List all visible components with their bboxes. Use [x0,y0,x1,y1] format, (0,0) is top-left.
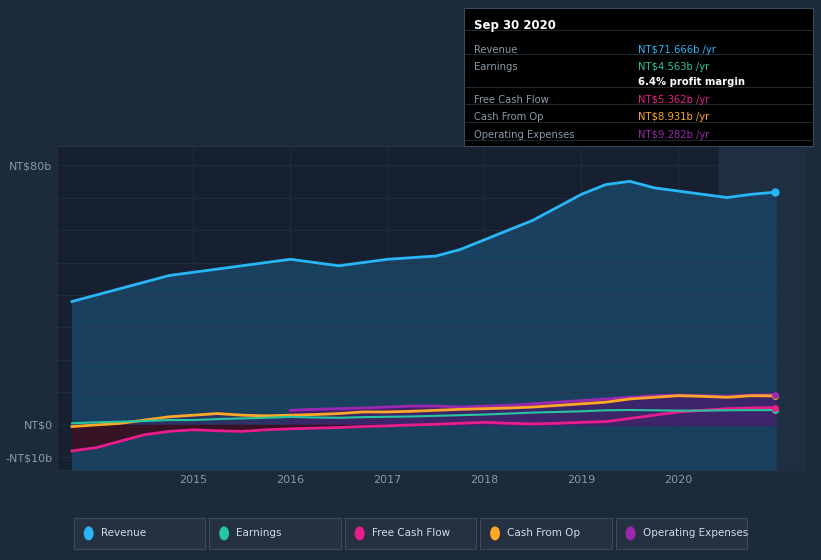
Text: 6.4% profit margin: 6.4% profit margin [639,77,745,87]
Text: NT$8.931b /yr: NT$8.931b /yr [639,112,709,122]
Text: Revenue: Revenue [474,45,517,54]
Bar [719,146,805,470]
Text: NT$71.666b /yr: NT$71.666b /yr [639,45,716,54]
Text: Operating Expenses: Operating Expenses [643,529,748,538]
Text: Free Cash Flow: Free Cash Flow [372,529,450,538]
Text: Earnings: Earnings [236,529,282,538]
Text: NT$9.282b /yr: NT$9.282b /yr [639,130,709,140]
Text: Revenue: Revenue [101,529,146,538]
Text: Operating Expenses: Operating Expenses [474,130,574,140]
Text: NT$4.563b /yr: NT$4.563b /yr [639,62,709,72]
Text: Free Cash Flow: Free Cash Flow [474,95,548,105]
Text: Sep 30 2020: Sep 30 2020 [474,18,556,31]
Text: Cash From Op: Cash From Op [507,529,580,538]
Text: Cash From Op: Cash From Op [474,112,544,122]
Text: Earnings: Earnings [474,62,517,72]
Text: NT$5.362b /yr: NT$5.362b /yr [639,95,709,105]
